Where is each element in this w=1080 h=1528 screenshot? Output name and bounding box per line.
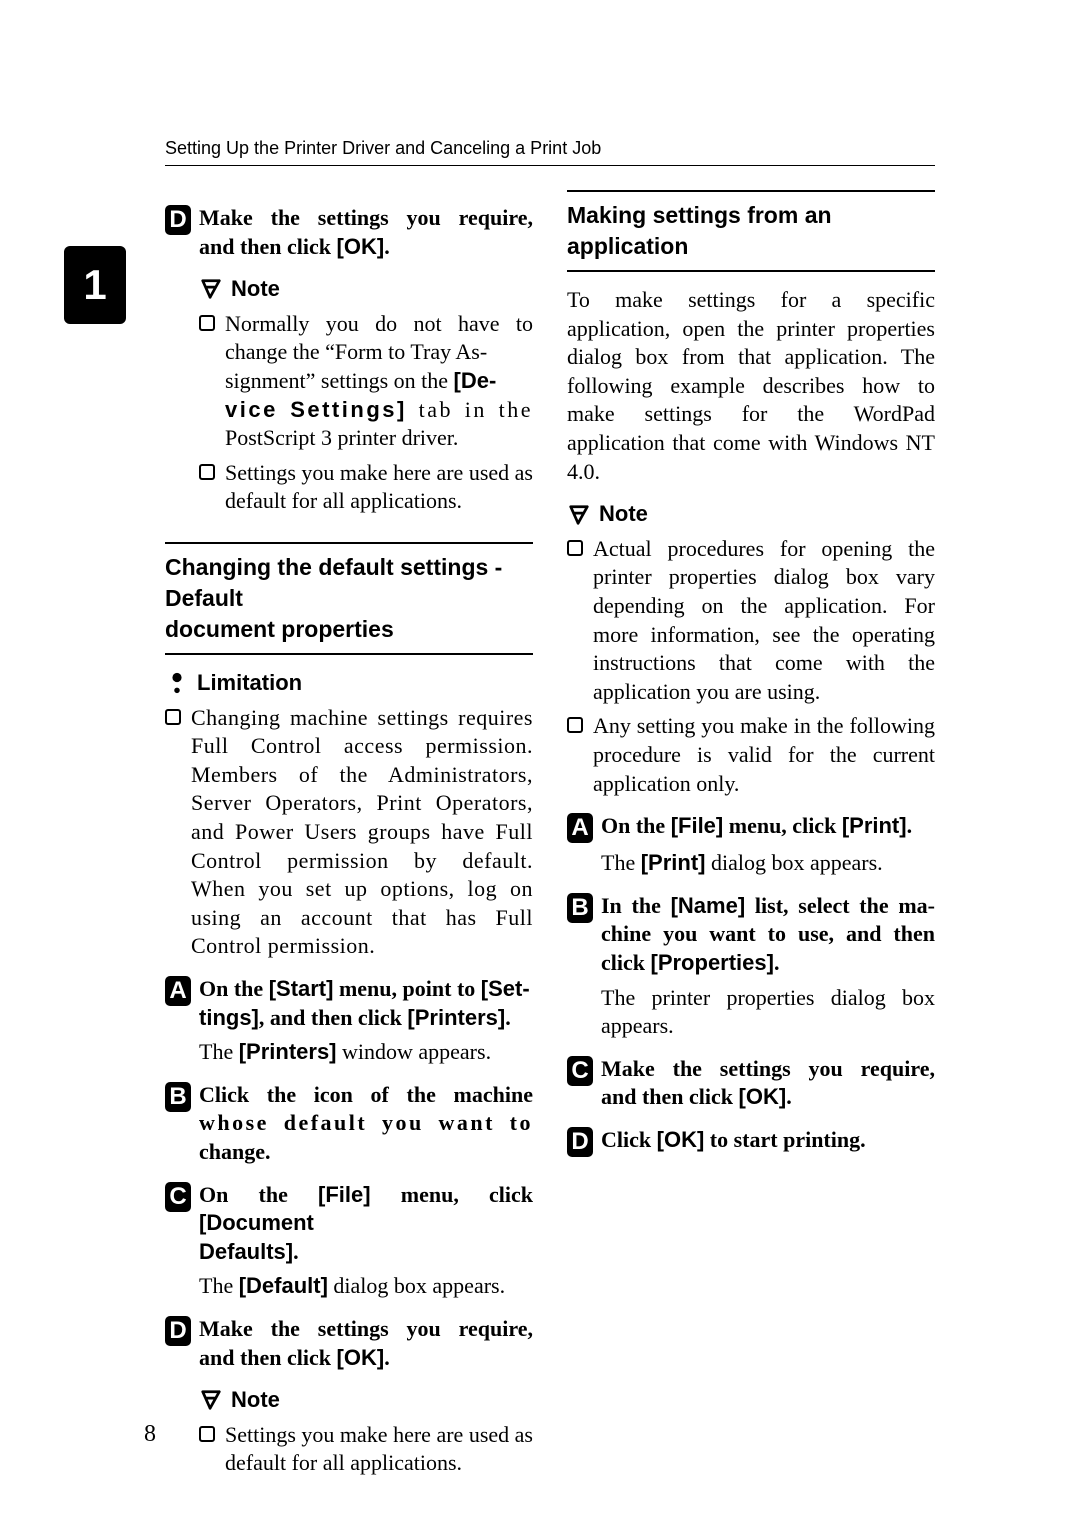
step-body: On the [Start] menu, point to [Set- ting… [199,975,533,1032]
bullet-icon [165,709,181,725]
running-header: Setting Up the Printer Driver and Cancel… [165,138,935,166]
limitation-icon [165,671,189,695]
page-number: 8 [144,1421,156,1448]
left-column: D Make the settings you require, and the… [165,190,533,1478]
step-number-icon: A [165,976,191,1006]
step-body: Make the settings you require, and then … [601,1055,935,1112]
bullet-icon [199,315,215,331]
step-number-icon: D [165,1316,191,1346]
intro-paragraph: To make settings for a specific applicat… [567,286,935,486]
bullet-list: Changing machine settings requires Full … [165,704,533,961]
bullet-item: Settings you make here are used as defau… [199,459,533,516]
page: Setting Up the Printer Driver and Cancel… [0,0,1080,1528]
step-4-b: D Make the settings you require, and the… [165,1315,533,1372]
note-label: Note [231,275,280,304]
bullet-item: Normally you do not have to change the “… [199,310,533,453]
note-heading: Note [199,1386,533,1415]
step-4-top: D Make the settings you require, and the… [165,204,533,261]
line: and then click [OK]. [199,234,390,259]
bullet-item: Changing machine settings requires Full … [165,704,533,961]
step-number-icon: A [567,813,593,843]
step-body: Click [OK] to start printing. [601,1126,935,1157]
step-number-icon: C [567,1056,593,1086]
section-heading-app: Making settings from an application [567,190,935,272]
note-icon [567,503,591,527]
step-result: The [Printers] window appears. [199,1038,533,1067]
step-result: The [Print] dialog box appears. [601,849,935,878]
step-body: Click the icon of the machine whose defa… [199,1081,533,1167]
columns: D Make the settings you require, and the… [165,190,935,1478]
step-number-icon: D [567,1127,593,1157]
note-heading: Note [199,275,533,304]
bullet-list: Actual procedures for opening the printe… [567,535,935,798]
line: Make the settings you require, [199,204,533,233]
bullet-text: Changing machine settings requires Full … [191,704,533,961]
step-4-r: D Click [OK] to start printing. [567,1126,935,1157]
step-number-icon: C [165,1182,191,1212]
step-3-b: C On the [File] menu, click [Document De… [165,1181,533,1267]
step-1-b: A On the [Start] menu, point to [Set- ti… [165,975,533,1032]
bullet-icon [199,464,215,480]
bullet-icon [567,717,583,733]
step-result: The printer properties dialog box appear… [601,984,935,1041]
bullet-text: Normally you do not have to change the “… [225,310,533,453]
step-2-b: B Click the icon of the machine whose de… [165,1081,533,1167]
note-icon [199,1388,223,1412]
step-2-r: B In the [Name] list, select the ma- chi… [567,892,935,978]
bullet-list: Normally you do not have to change the “… [199,310,533,516]
bullet-icon [567,540,583,556]
step-body: On the [File] menu, click [Print]. [601,812,935,843]
step-3-r: C Make the settings you require, and the… [567,1055,935,1112]
limitation-heading: Limitation [165,669,533,698]
bullet-item: Any setting you make in the following pr… [567,712,935,798]
bullet-text: Actual procedures for opening the printe… [593,535,935,707]
limitation-label: Limitation [197,669,302,698]
step-body: On the [File] menu, click [Document Defa… [199,1181,533,1267]
step-body: Make the settings you require, and then … [199,204,533,261]
chapter-tab-label: 1 [83,261,106,309]
right-column: Making settings from an application To m… [567,190,935,1478]
step-number-icon: B [567,893,593,923]
chapter-tab: 1 [64,246,126,324]
step-body: In the [Name] list, select the ma- chine… [601,892,935,978]
step-number-icon: B [165,1082,191,1112]
note-label: Note [231,1386,280,1415]
bullet-text: Settings you make here are used as defau… [225,459,533,516]
section-heading-default-doc: Changing the default settings - Default … [165,542,533,655]
note-label: Note [599,500,648,529]
bullet-text: Any setting you make in the following pr… [593,712,935,798]
bullet-list: Settings you make here are used as defau… [199,1421,533,1478]
step-1-r: A On the [File] menu, click [Print]. [567,812,935,843]
step-number-icon: D [165,205,191,235]
step-body: Make the settings you require, and then … [199,1315,533,1372]
bullet-item: Settings you make here are used as defau… [199,1421,533,1478]
note-heading: Note [567,500,935,529]
bullet-item: Actual procedures for opening the printe… [567,535,935,707]
bullet-text: Settings you make here are used as defau… [225,1421,533,1478]
bullet-icon [199,1426,215,1442]
step-result: The [Default] dialog box appears. [199,1272,533,1301]
note-icon [199,277,223,301]
